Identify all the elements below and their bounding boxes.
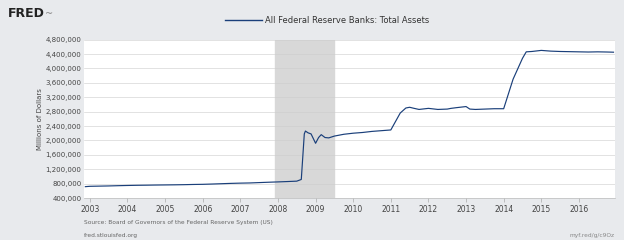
Y-axis label: Millions of Dollars: Millions of Dollars (37, 88, 42, 150)
Text: myf.red/g/c9Oz: myf.red/g/c9Oz (570, 233, 615, 238)
Bar (275, 40, 334, 198)
Text: Source: Board of Governors of the Federal Reserve System (US): Source: Board of Governors of the Federa… (84, 220, 273, 225)
Text: ~: ~ (45, 9, 53, 19)
Text: FRED: FRED (7, 6, 44, 19)
Text: fred.stlouisfed.org: fred.stlouisfed.org (84, 233, 139, 238)
Text: All Federal Reserve Banks: Total Assets: All Federal Reserve Banks: Total Assets (265, 16, 429, 25)
